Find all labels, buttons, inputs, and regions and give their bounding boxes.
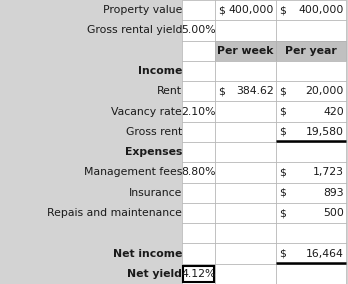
Text: $: $: [279, 86, 286, 96]
Text: Gross rent: Gross rent: [126, 127, 182, 137]
Bar: [276, 61, 346, 81]
Bar: [215, 243, 276, 264]
Bar: [215, 0, 276, 20]
Text: $: $: [279, 208, 286, 218]
Text: Net income: Net income: [113, 248, 182, 258]
Bar: [182, 162, 215, 183]
Bar: [215, 203, 276, 223]
Text: $: $: [219, 86, 226, 96]
Bar: [182, 223, 215, 243]
Text: 420: 420: [323, 106, 344, 116]
Bar: [215, 162, 276, 183]
Text: Per year: Per year: [285, 46, 337, 56]
Bar: [215, 41, 276, 61]
Text: $: $: [219, 5, 226, 15]
Text: Income: Income: [137, 66, 182, 76]
Text: Vacancy rate: Vacancy rate: [111, 106, 182, 116]
Bar: [215, 142, 276, 162]
Text: Expenses: Expenses: [125, 147, 182, 157]
Bar: [182, 203, 215, 223]
Text: 1,723: 1,723: [313, 168, 344, 178]
Text: $: $: [279, 188, 286, 198]
Bar: [276, 223, 346, 243]
Bar: [215, 122, 276, 142]
Text: 16,464: 16,464: [306, 248, 344, 258]
Text: 400,000: 400,000: [229, 5, 274, 15]
Bar: [182, 41, 215, 61]
Bar: [276, 122, 346, 142]
Text: Per week: Per week: [218, 46, 274, 56]
Text: Net yield: Net yield: [127, 269, 182, 279]
Bar: [276, 243, 346, 264]
Text: 384.62: 384.62: [237, 86, 274, 96]
Bar: [215, 264, 276, 284]
Bar: [182, 122, 215, 142]
Text: Property value: Property value: [103, 5, 182, 15]
Bar: [215, 223, 276, 243]
Bar: [276, 20, 346, 41]
Text: 893: 893: [323, 188, 344, 198]
Text: Insurance: Insurance: [129, 188, 182, 198]
Bar: [276, 142, 346, 162]
Text: 500: 500: [323, 208, 344, 218]
Bar: [276, 81, 346, 101]
Bar: [215, 61, 276, 81]
Text: $: $: [279, 248, 286, 258]
Bar: [182, 61, 215, 81]
Bar: [276, 41, 346, 61]
Text: 2.10%: 2.10%: [181, 106, 216, 116]
Bar: [215, 183, 276, 203]
Bar: [182, 142, 215, 162]
Bar: [182, 20, 215, 41]
Text: $: $: [279, 127, 286, 137]
Bar: [182, 101, 215, 122]
Text: 400,000: 400,000: [299, 5, 344, 15]
Text: 20,000: 20,000: [306, 86, 344, 96]
FancyBboxPatch shape: [183, 266, 214, 282]
Bar: [276, 183, 346, 203]
Bar: [182, 264, 215, 284]
Text: 8.80%: 8.80%: [181, 168, 216, 178]
Bar: [182, 81, 215, 101]
Text: Rent: Rent: [157, 86, 182, 96]
Bar: [182, 183, 215, 203]
Text: Repais and maintenance: Repais and maintenance: [47, 208, 182, 218]
Text: $: $: [279, 168, 286, 178]
Bar: [215, 20, 276, 41]
Bar: [276, 162, 346, 183]
Text: Gross rental yield: Gross rental yield: [87, 26, 182, 36]
Bar: [182, 0, 215, 20]
Text: 4.12%: 4.12%: [181, 269, 216, 279]
Text: $: $: [279, 106, 286, 116]
Text: 5.00%: 5.00%: [181, 26, 216, 36]
Bar: [215, 81, 276, 101]
Text: Management fees: Management fees: [84, 168, 182, 178]
Bar: [276, 203, 346, 223]
Bar: [215, 101, 276, 122]
Text: $: $: [279, 5, 286, 15]
Bar: [182, 243, 215, 264]
Bar: [276, 264, 346, 284]
Bar: [276, 0, 346, 20]
Bar: [276, 101, 346, 122]
Text: 19,580: 19,580: [306, 127, 344, 137]
